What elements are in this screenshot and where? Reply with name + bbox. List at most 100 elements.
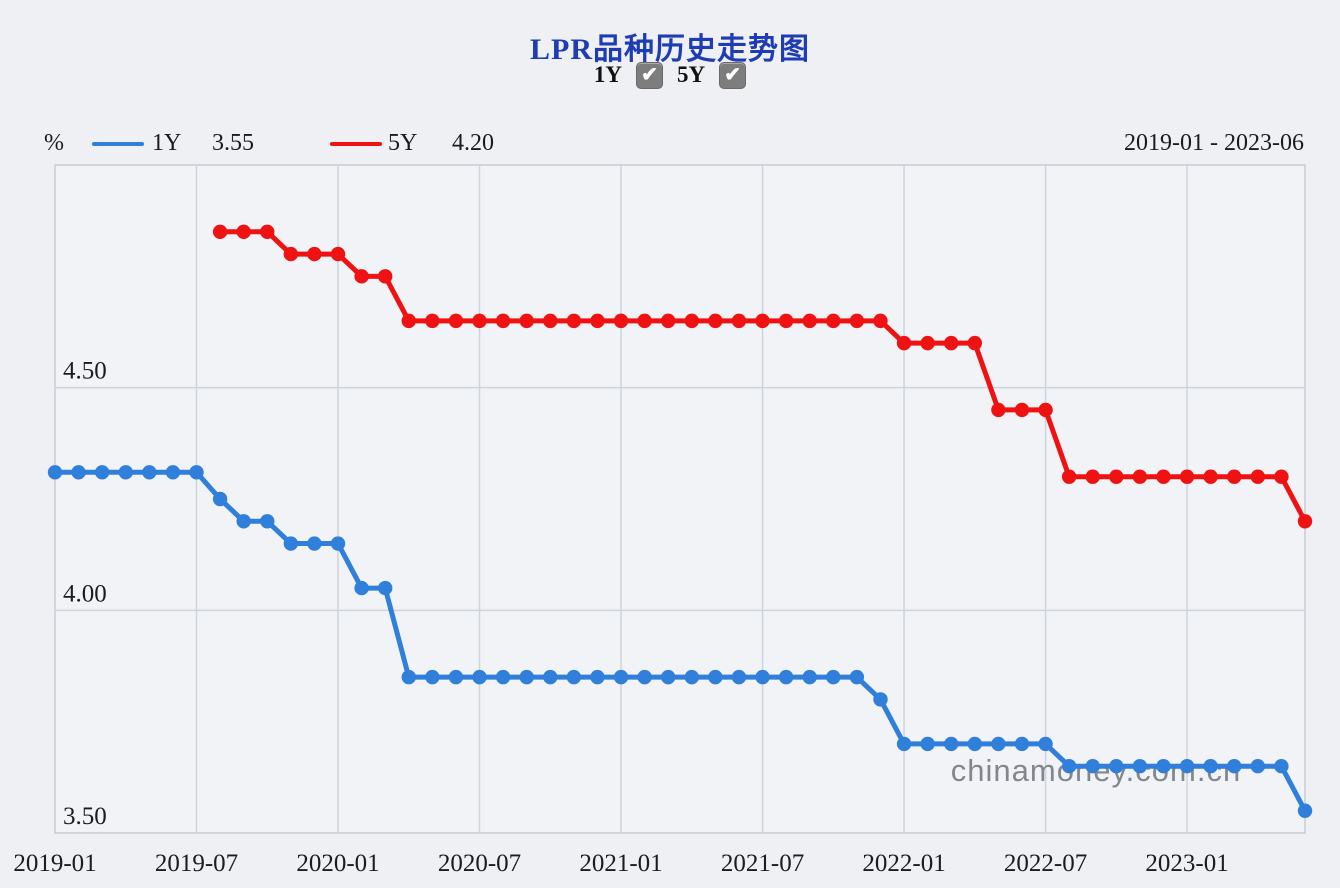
data-point-5y bbox=[1085, 469, 1100, 484]
data-point-5y bbox=[684, 313, 699, 329]
data-point-1y bbox=[1061, 759, 1077, 774]
legend-swatch-5y bbox=[330, 142, 382, 146]
legend-value-1y: 3.55 bbox=[212, 130, 254, 156]
page-title: LPR品种历史走势图 bbox=[530, 33, 810, 66]
data-point-5y bbox=[991, 402, 1006, 418]
data-point-1y bbox=[826, 669, 841, 685]
data-point-5y bbox=[1038, 402, 1053, 418]
data-point-5y bbox=[590, 313, 605, 329]
data-point-1y bbox=[283, 536, 299, 551]
data-point-5y bbox=[401, 313, 416, 329]
y-axis-unit: % bbox=[44, 130, 64, 156]
data-point-1y bbox=[731, 669, 747, 685]
data-point-1y bbox=[495, 669, 511, 685]
data-point-5y bbox=[519, 313, 534, 329]
data-point-1y bbox=[212, 491, 228, 507]
data-point-5y bbox=[354, 269, 369, 284]
data-point-5y bbox=[236, 224, 251, 239]
data-point-1y bbox=[543, 669, 558, 685]
x-tick-label: 2019-07 bbox=[155, 850, 238, 877]
data-point-1y bbox=[354, 580, 369, 596]
data-point-1y bbox=[896, 736, 912, 752]
checkbox-1y[interactable]: ✔ bbox=[636, 61, 663, 89]
data-point-5y bbox=[1250, 469, 1266, 484]
x-tick-label: 2020-01 bbox=[296, 850, 379, 877]
data-point-5y bbox=[495, 313, 511, 329]
data-point-1y bbox=[47, 465, 63, 480]
data-point-1y bbox=[944, 736, 959, 752]
data-point-5y bbox=[1109, 469, 1124, 484]
data-point-1y bbox=[708, 669, 723, 685]
data-point-5y bbox=[613, 313, 629, 329]
data-point-1y bbox=[236, 514, 251, 529]
y-tick-label: 3.50 bbox=[63, 803, 107, 830]
data-point-5y bbox=[873, 313, 888, 329]
data-point-1y bbox=[684, 669, 699, 685]
data-point-1y bbox=[260, 514, 275, 529]
data-point-5y bbox=[307, 246, 322, 262]
data-point-5y bbox=[778, 313, 794, 329]
data-point-1y bbox=[1109, 759, 1124, 774]
data-point-1y bbox=[425, 669, 440, 685]
data-point-5y bbox=[920, 335, 935, 351]
data-point-5y bbox=[826, 313, 841, 329]
data-point-5y bbox=[472, 313, 487, 329]
x-tick-label: 2021-01 bbox=[579, 850, 662, 877]
x-tick-label: 2020-07 bbox=[438, 850, 521, 877]
data-point-5y bbox=[1132, 469, 1148, 484]
data-point-1y bbox=[637, 669, 652, 685]
x-tick-label: 2019-01 bbox=[13, 850, 96, 877]
series-toggle-row: 1Y ✔ 5Y ✔ bbox=[0, 59, 1340, 91]
data-point-5y bbox=[849, 313, 865, 329]
data-point-5y bbox=[1297, 514, 1313, 529]
data-point-1y bbox=[1132, 759, 1148, 774]
data-point-5y bbox=[212, 224, 228, 239]
data-point-1y bbox=[1038, 736, 1053, 752]
data-point-5y bbox=[330, 246, 346, 262]
data-point-5y bbox=[896, 335, 912, 351]
y-tick-label: 4.50 bbox=[63, 358, 107, 385]
checkbox-label-1y: 1Y bbox=[593, 62, 622, 87]
data-point-1y bbox=[1227, 759, 1242, 774]
data-point-5y bbox=[967, 335, 983, 351]
data-point-5y bbox=[1179, 469, 1195, 484]
data-point-1y bbox=[377, 580, 393, 596]
data-point-1y bbox=[118, 465, 133, 480]
data-point-1y bbox=[967, 736, 983, 752]
check-icon: ✔ bbox=[641, 64, 658, 86]
checkbox-5y[interactable]: ✔ bbox=[719, 61, 747, 89]
checkbox-label-5y: 5Y bbox=[677, 62, 706, 87]
data-point-1y bbox=[189, 465, 204, 480]
data-point-5y bbox=[283, 246, 299, 262]
data-point-1y bbox=[401, 669, 416, 685]
data-point-5y bbox=[1274, 469, 1289, 484]
data-point-1y bbox=[71, 465, 86, 480]
data-point-1y bbox=[1297, 803, 1313, 818]
data-point-5y bbox=[661, 313, 676, 329]
data-point-1y bbox=[1250, 759, 1266, 774]
data-point-5y bbox=[566, 313, 582, 329]
y-tick-label: 4.00 bbox=[63, 580, 107, 607]
data-point-1y bbox=[1156, 759, 1171, 774]
data-point-5y bbox=[543, 313, 558, 329]
data-point-5y bbox=[425, 313, 440, 329]
data-point-1y bbox=[448, 669, 464, 685]
data-point-5y bbox=[755, 313, 770, 329]
data-point-5y bbox=[260, 224, 275, 239]
data-point-5y bbox=[448, 313, 464, 329]
data-point-1y bbox=[330, 536, 346, 551]
data-point-1y bbox=[1274, 759, 1289, 774]
data-point-1y bbox=[165, 465, 181, 480]
data-point-1y bbox=[94, 465, 110, 480]
data-point-1y bbox=[873, 692, 888, 707]
data-point-5y bbox=[1061, 469, 1077, 484]
data-point-1y bbox=[920, 736, 935, 752]
data-point-5y bbox=[708, 313, 723, 329]
data-point-1y bbox=[778, 669, 794, 685]
x-tick-label: 2021-07 bbox=[721, 850, 804, 877]
legend-value-5y: 4.20 bbox=[452, 130, 494, 156]
data-point-1y bbox=[802, 669, 817, 685]
data-point-5y bbox=[1227, 469, 1242, 484]
data-point-1y bbox=[849, 669, 865, 685]
